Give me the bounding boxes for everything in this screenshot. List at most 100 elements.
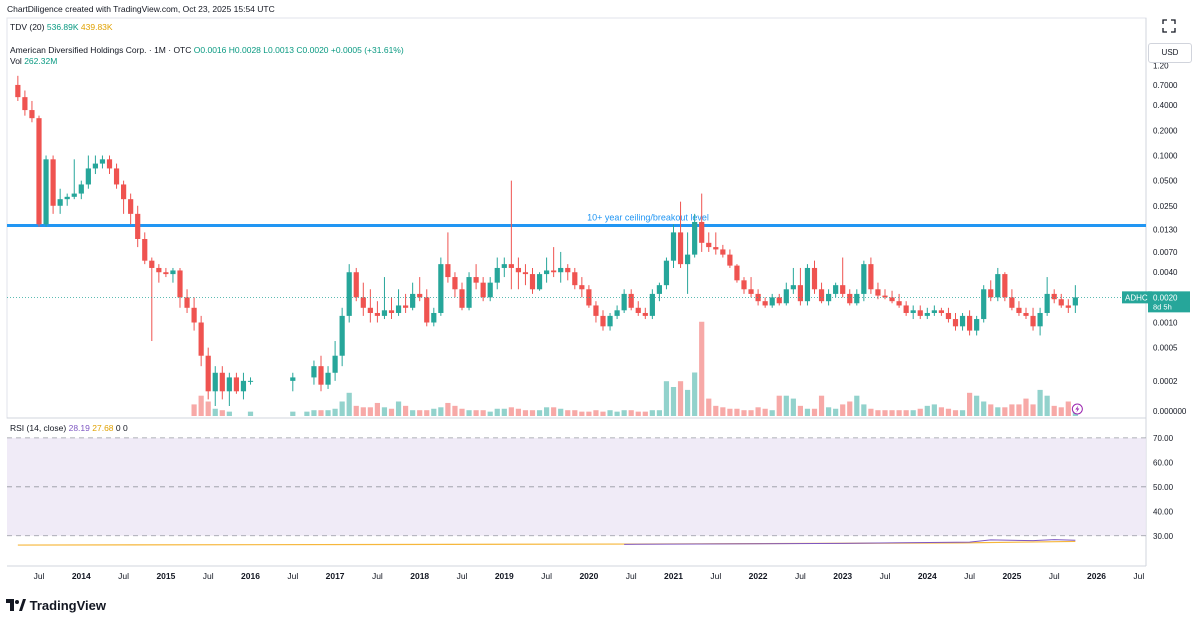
symbol-title: American Diversified Holdings Corp. · 1M… <box>10 45 192 55</box>
time-tick-label: 2023 <box>833 571 852 581</box>
volume-bar <box>1030 404 1036 416</box>
volume-bar <box>952 410 959 416</box>
volume-bar <box>713 405 719 416</box>
expand-icon[interactable] <box>1161 18 1177 34</box>
time-tick-label: Jul <box>203 571 214 581</box>
candle-body <box>833 285 839 294</box>
candle-body <box>1044 293 1050 313</box>
currency-button[interactable]: USD <box>1148 43 1192 63</box>
price-tick-label: 1.20 <box>1153 61 1169 70</box>
volume-bar <box>424 410 430 416</box>
price-tick-label: 0.0130 <box>1153 225 1178 234</box>
volume-bar <box>790 398 796 416</box>
volume-bar <box>551 407 557 416</box>
volume-bar <box>473 410 479 416</box>
volume-bar <box>1065 401 1071 416</box>
candle-body <box>762 301 768 306</box>
volume-bar <box>811 408 818 416</box>
candle-body <box>85 168 91 185</box>
volume-bar <box>748 410 754 416</box>
candle-body <box>783 289 789 304</box>
volume-bar <box>1002 407 1008 416</box>
candle-body <box>332 355 338 373</box>
volume-bar <box>720 407 726 416</box>
candle-body <box>727 254 733 266</box>
candle-body <box>522 272 529 275</box>
candle-body <box>318 366 324 385</box>
price-tick-label: 0.000000 <box>1153 407 1187 416</box>
candle-body <box>29 110 35 119</box>
time-tick-label: Jul <box>287 571 298 581</box>
candle-body <box>353 272 359 298</box>
volume-bar <box>360 407 366 416</box>
candle-body <box>395 305 402 313</box>
volume-bar <box>226 411 232 416</box>
candle-body <box>600 315 606 327</box>
candle-body <box>677 232 684 265</box>
volume-bar <box>325 410 331 416</box>
tdv-label: TDV (20) <box>10 22 45 32</box>
rsi-tick-label: 40.00 <box>1153 507 1174 516</box>
volume-value: 262.32M <box>24 56 58 66</box>
volume-bar <box>431 408 437 416</box>
volume-bar <box>670 387 677 416</box>
candle-body <box>198 322 204 356</box>
volume-bar <box>649 410 655 416</box>
candle-body <box>579 285 585 290</box>
candle-body <box>92 163 98 169</box>
candle-body <box>445 264 451 278</box>
volume-bar <box>677 381 684 416</box>
candle-body <box>346 272 352 316</box>
volume-bar <box>367 407 373 416</box>
candle-body <box>988 289 994 298</box>
volume-bar <box>536 410 543 416</box>
rsi-value-3: 0 <box>115 423 121 433</box>
candle-body <box>741 280 747 290</box>
candle-body <box>938 310 944 313</box>
price-tag-bg <box>1148 291 1190 313</box>
volume-bar <box>769 410 775 416</box>
volume-bar <box>290 411 296 416</box>
candle-body <box>847 293 853 304</box>
ohlc-open: O0.0016 <box>193 45 227 55</box>
volume-bar <box>508 407 514 416</box>
candle-body <box>43 159 49 225</box>
volume-bar <box>353 405 359 416</box>
candle-body <box>15 84 21 98</box>
volume-bar <box>635 411 641 416</box>
volume-bar <box>459 408 465 416</box>
volume-bar <box>804 408 811 416</box>
rsi-value-2: 27.68 <box>92 423 114 433</box>
volume-bar <box>191 404 197 416</box>
volume-bar <box>981 401 987 416</box>
volume-bar <box>945 408 952 416</box>
candle-body <box>804 267 811 302</box>
candle-body <box>529 274 536 290</box>
time-tick-label: Jul <box>118 571 129 581</box>
candle-body <box>854 293 860 304</box>
candle-body <box>572 272 578 286</box>
volume-bar <box>826 407 832 416</box>
candle-body <box>508 264 514 268</box>
time-tick-label: 2018 <box>410 571 429 581</box>
time-tick-label: Jul <box>457 571 468 581</box>
volume-bar <box>1023 398 1029 416</box>
candle-body <box>663 260 670 286</box>
volume-bar <box>586 411 592 416</box>
candle-body <box>1002 274 1008 298</box>
candle-body <box>99 159 106 164</box>
volume-bar <box>1037 389 1043 416</box>
candle-body <box>720 249 726 255</box>
candle-body <box>163 272 169 275</box>
volume-label: Vol <box>10 56 22 66</box>
rsi-tick-label: 30.00 <box>1153 532 1174 541</box>
candle-body <box>142 239 148 261</box>
volume-bar <box>339 401 345 416</box>
candle-body <box>945 312 952 320</box>
candle-body <box>755 293 761 302</box>
volume-bar <box>910 410 916 416</box>
candle-body <box>205 355 211 392</box>
volume-bar <box>706 398 712 416</box>
candle-body <box>974 319 980 331</box>
